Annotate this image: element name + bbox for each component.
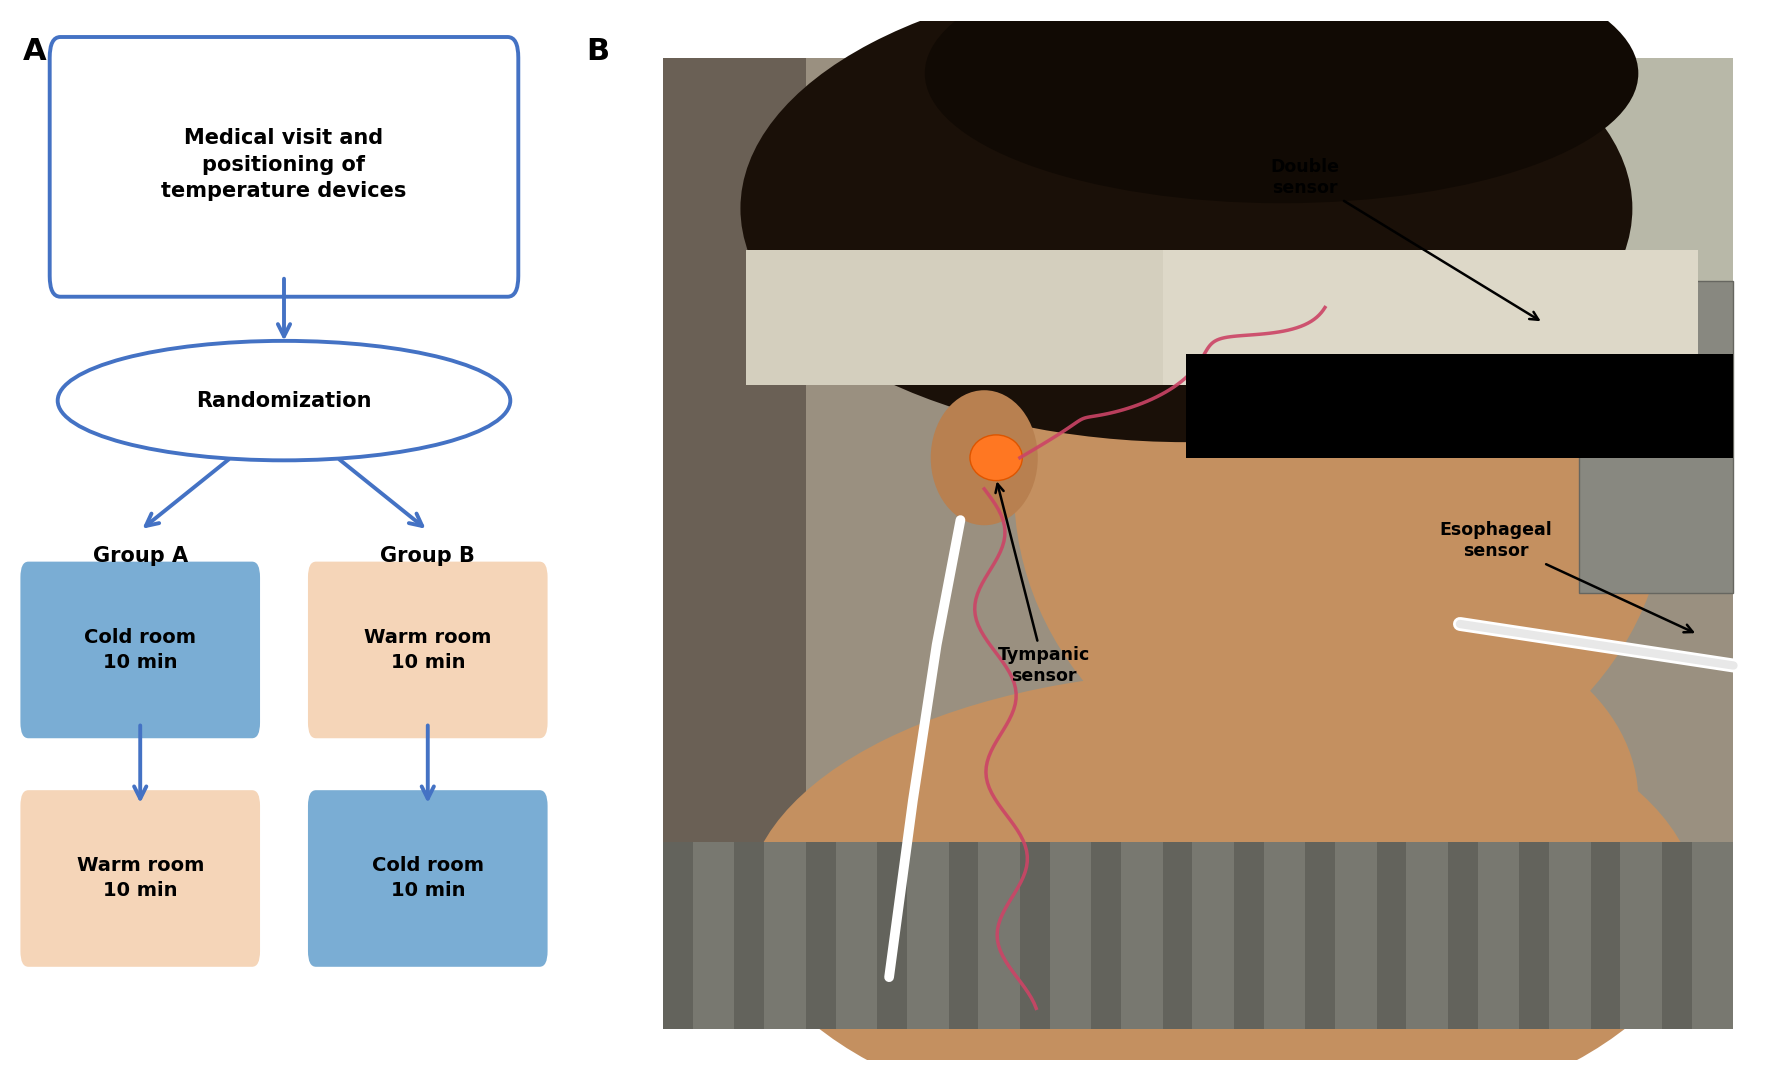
Text: Warm room
10 min: Warm room 10 min [76,857,204,901]
Bar [664,842,692,1029]
Text: Cold room
10 min: Cold room 10 min [371,857,485,901]
Text: Group A: Group A [92,546,188,567]
Bar [1234,842,1264,1029]
Text: A: A [23,37,46,66]
Bar [1580,281,1734,593]
Bar [1661,842,1692,1029]
Bar [1342,58,1734,384]
Text: Tympanic
sensor: Tympanic sensor [996,484,1090,685]
Bar [1377,842,1406,1029]
Text: B: B [586,37,609,66]
Text: Medical visit and
positioning of
temperature devices: Medical visit and positioning of tempera… [162,129,406,201]
Text: Warm room
10 min: Warm room 10 min [364,628,492,672]
Ellipse shape [930,390,1038,525]
FancyBboxPatch shape [21,561,261,738]
Circle shape [969,435,1022,481]
Bar [1092,842,1122,1029]
Ellipse shape [747,670,1699,1071]
FancyBboxPatch shape [309,561,547,738]
Bar [1448,842,1479,1029]
Ellipse shape [1163,619,1638,982]
FancyBboxPatch shape [747,250,1699,384]
FancyBboxPatch shape [309,790,547,967]
Bar [1186,353,1734,457]
Bar [664,58,806,1029]
Bar [1021,842,1049,1029]
Ellipse shape [740,0,1633,442]
Bar [1590,842,1621,1029]
Bar [664,842,1734,1029]
FancyBboxPatch shape [21,790,261,967]
Bar [1163,842,1193,1029]
Bar [877,842,907,1029]
Text: Double
sensor: Double sensor [1271,157,1539,320]
Bar [806,842,836,1029]
Text: Cold room
10 min: Cold room 10 min [83,628,197,672]
FancyBboxPatch shape [50,37,518,297]
Text: Randomization: Randomization [197,391,371,410]
Bar [735,842,765,1029]
Bar [1305,842,1335,1029]
Bar [948,842,978,1029]
FancyBboxPatch shape [747,250,1163,384]
Ellipse shape [1014,177,1668,801]
Ellipse shape [925,0,1638,203]
Text: Esophageal
sensor: Esophageal sensor [1440,522,1693,632]
Text: Group B: Group B [380,546,476,567]
Ellipse shape [57,341,511,461]
Bar [1519,842,1550,1029]
